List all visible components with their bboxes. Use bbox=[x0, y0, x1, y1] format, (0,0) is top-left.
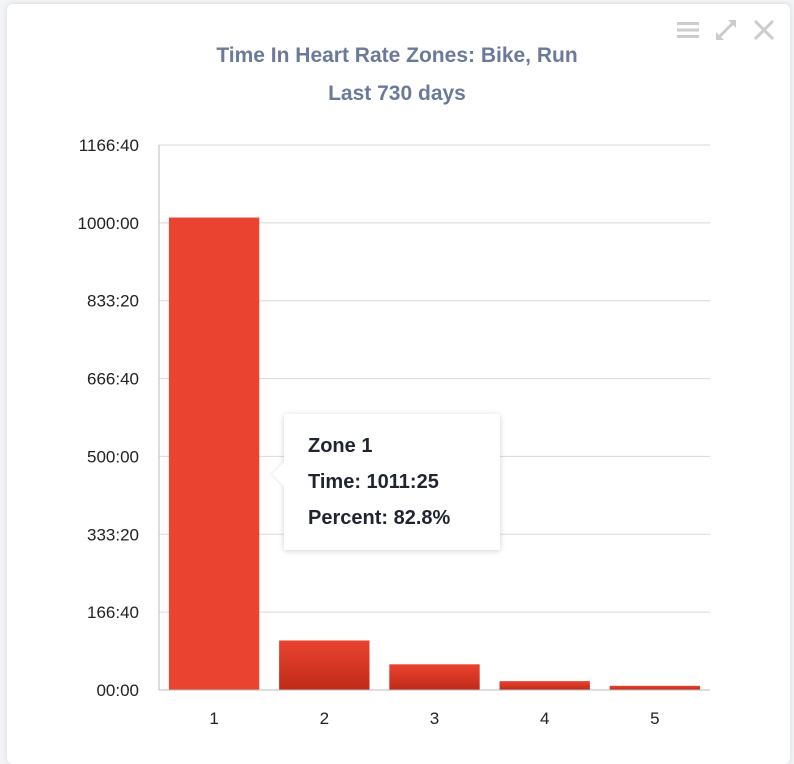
bar-zone-4[interactable] bbox=[499, 681, 590, 690]
y-tick-label: 00:00 bbox=[96, 681, 139, 700]
y-tick-label: 833:20 bbox=[87, 292, 139, 311]
chart-card bbox=[7, 4, 790, 764]
x-tick-label: 4 bbox=[540, 709, 549, 728]
y-tick-label: 666:40 bbox=[87, 370, 139, 389]
tooltip-zone: Zone 1 bbox=[308, 435, 373, 457]
chart-tooltip: Zone 1 Time: 1011:25 Percent: 82.8% bbox=[272, 414, 500, 550]
chart-toolbar bbox=[676, 18, 776, 42]
bar-zone-3[interactable] bbox=[389, 664, 480, 690]
tooltip-arrow bbox=[272, 462, 284, 486]
chart-title: Time In Heart Rate Zones: Bike, Run bbox=[216, 44, 578, 67]
expand-icon[interactable] bbox=[714, 18, 738, 42]
y-tick-label: 1000:00 bbox=[78, 214, 139, 233]
y-tick-label: 333:20 bbox=[87, 525, 139, 544]
x-tick-label: 1 bbox=[209, 709, 218, 728]
bar-zone-2[interactable] bbox=[279, 640, 370, 690]
menu-icon[interactable] bbox=[676, 18, 700, 42]
x-tick-label: 5 bbox=[650, 709, 659, 728]
tooltip-percent: Percent: 82.8% bbox=[308, 507, 451, 529]
y-tick-label: 166:40 bbox=[87, 603, 139, 622]
y-tick-label: 1166:40 bbox=[79, 136, 139, 155]
bar-zone-1[interactable] bbox=[168, 217, 260, 690]
close-icon[interactable] bbox=[752, 18, 776, 42]
chart-subtitle: Last 730 days bbox=[328, 82, 466, 105]
x-tick-label: 3 bbox=[430, 709, 439, 728]
x-tick-label: 2 bbox=[320, 709, 329, 728]
bar-zone-5[interactable] bbox=[609, 685, 701, 690]
tooltip-time: Time: 1011:25 bbox=[308, 471, 439, 493]
y-tick-label: 500:00 bbox=[87, 447, 139, 466]
